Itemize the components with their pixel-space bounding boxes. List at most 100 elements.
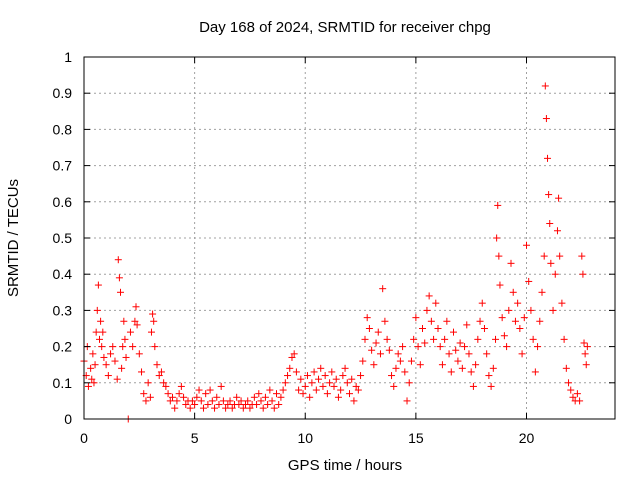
- data-point: [157, 368, 165, 376]
- data-point: [169, 393, 176, 401]
- data-point: [270, 404, 278, 412]
- data-point: [215, 401, 223, 409]
- data-point: [546, 220, 554, 228]
- data-point: [129, 343, 137, 351]
- data-point: [443, 317, 451, 325]
- data-point: [90, 379, 98, 387]
- data-point: [452, 346, 460, 354]
- data-point: [436, 343, 444, 351]
- data-point: [363, 314, 371, 322]
- data-point: [328, 368, 336, 376]
- data-point: [542, 115, 550, 123]
- data-point: [87, 364, 95, 372]
- data-point: [560, 335, 568, 343]
- data-point: [334, 393, 342, 401]
- data-point: [465, 350, 473, 358]
- data-point: [472, 361, 480, 369]
- data-point: [292, 368, 300, 376]
- data-point: [357, 372, 365, 380]
- data-point: [317, 364, 325, 372]
- y-axis-label: SRMTID / TECUs: [5, 179, 22, 297]
- data-point: [186, 404, 194, 412]
- data-point: [222, 404, 230, 412]
- data-point: [544, 154, 552, 162]
- data-point: [337, 386, 345, 394]
- data-point: [117, 288, 125, 296]
- data-point: [376, 350, 384, 358]
- grid-lines: [84, 57, 615, 419]
- data-point: [213, 393, 221, 401]
- data-point: [188, 397, 196, 405]
- data-point: [368, 346, 376, 354]
- data-point: [237, 397, 245, 405]
- data-point: [150, 317, 158, 325]
- data-point: [175, 390, 183, 398]
- data-point: [505, 306, 513, 314]
- data-point: [359, 357, 367, 365]
- data-point: [228, 404, 236, 412]
- data-point: [151, 343, 159, 351]
- data-point: [547, 259, 555, 267]
- data-point: [350, 397, 358, 405]
- data-point: [538, 288, 546, 296]
- data-point: [242, 401, 250, 409]
- data-point: [582, 361, 590, 369]
- data-point: [160, 379, 168, 387]
- data-point: [558, 299, 566, 307]
- data-point: [518, 350, 526, 358]
- data-point: [177, 382, 185, 390]
- data-point: [432, 299, 440, 307]
- data-point: [414, 343, 422, 351]
- data-point: [255, 390, 263, 398]
- data-point: [266, 386, 274, 394]
- data-point: [89, 350, 97, 358]
- data-point: [412, 314, 420, 322]
- data-point: [410, 335, 418, 343]
- data-point: [396, 357, 404, 365]
- data-point: [536, 317, 544, 325]
- data-point: [541, 82, 549, 90]
- data-point: [131, 317, 139, 325]
- data-point: [379, 285, 387, 293]
- data-point: [493, 234, 501, 242]
- data-point: [202, 390, 210, 398]
- data-point: [361, 335, 369, 343]
- data-point: [516, 325, 524, 332]
- data-point: [119, 343, 127, 351]
- data-point: [84, 382, 92, 390]
- data-point: [549, 306, 557, 314]
- data-point: [458, 364, 466, 372]
- data-point: [155, 372, 163, 380]
- data-point: [430, 335, 438, 343]
- data-point: [162, 382, 170, 390]
- data-point: [264, 401, 272, 409]
- data-point: [339, 372, 347, 380]
- data-point: [381, 317, 389, 325]
- data-point: [95, 335, 103, 343]
- data-point: [246, 404, 254, 412]
- data-point: [224, 401, 232, 409]
- data-point: [401, 368, 409, 376]
- data-point: [195, 386, 203, 394]
- data-point: [301, 382, 309, 390]
- data-point: [211, 404, 219, 412]
- data-point: [91, 361, 99, 369]
- data-point: [206, 386, 214, 394]
- data-point: [279, 386, 287, 394]
- data-point: [102, 361, 110, 369]
- data-point: [312, 386, 320, 394]
- data-point: [164, 390, 172, 398]
- data-point: [235, 401, 243, 409]
- data-point: [434, 325, 442, 332]
- x-tick-label: 15: [408, 430, 424, 446]
- data-point: [392, 364, 400, 372]
- data-point: [217, 382, 225, 390]
- data-point: [310, 368, 318, 376]
- data-point: [120, 317, 128, 325]
- data-point: [88, 375, 96, 383]
- data-point: [480, 325, 488, 332]
- data-point: [461, 343, 469, 351]
- data-point: [323, 390, 331, 398]
- data-point: [208, 397, 216, 405]
